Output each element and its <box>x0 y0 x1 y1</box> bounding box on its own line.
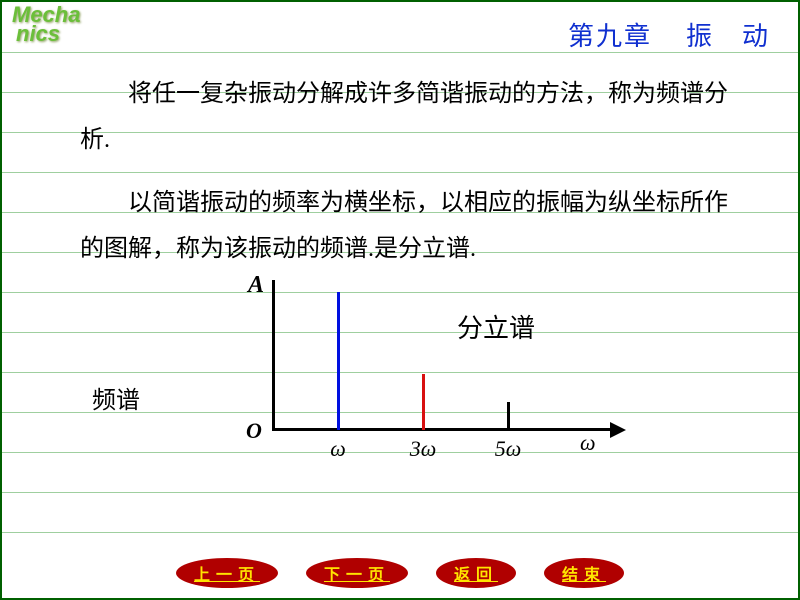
chapter-title-1: 振 <box>686 22 714 51</box>
x-axis-arrow-icon <box>610 422 626 438</box>
chapter-heading: 第九章 振动 <box>568 16 770 53</box>
next-label: 下一页 <box>324 567 390 584</box>
x-axis-label: ω <box>580 430 596 456</box>
prev-label: 上一页 <box>194 567 260 584</box>
x-axis <box>272 428 612 431</box>
spectrum-bar <box>337 292 340 430</box>
x-tick-label: 3ω <box>410 436 437 462</box>
x-tick-label: 5ω <box>495 436 522 462</box>
logo-line2: nics <box>16 25 80 44</box>
chapter-prefix: 第九章 <box>568 22 652 51</box>
spectrum-chart: A O ω ω3ω5ω <box>212 280 642 460</box>
back-label: 返回 <box>454 567 498 584</box>
y-axis <box>272 280 275 430</box>
end-label: 结束 <box>562 567 606 584</box>
origin-label: O <box>246 418 262 444</box>
spectrum-bar <box>422 374 425 430</box>
nav-bar: 上一页 下一页 返回 结束 <box>2 558 798 588</box>
chapter-title-2: 动 <box>742 22 770 51</box>
x-tick-label: ω <box>330 436 346 462</box>
next-button[interactable]: 下一页 <box>306 558 408 588</box>
back-button[interactable]: 返回 <box>436 558 516 588</box>
logo: Mecha nics <box>12 6 80 43</box>
end-button[interactable]: 结束 <box>544 558 624 588</box>
body-text: 将任一复杂振动分解成许多简谐振动的方法，称为频谱分析. 以简谐振动的频率为横坐标… <box>80 72 738 290</box>
paragraph-1: 将任一复杂振动分解成许多简谐振动的方法，称为频谱分析. <box>80 72 738 163</box>
spectrum-figure: 频谱 分立谱 A O ω ω3ω5ω <box>72 280 738 490</box>
figure-label-left: 频谱 <box>92 380 140 415</box>
prev-button[interactable]: 上一页 <box>176 558 278 588</box>
paragraph-2: 以简谐振动的频率为横坐标，以相应的振幅为纵坐标所作的图解，称为该振动的频谱.是分… <box>80 181 738 272</box>
y-axis-label: A <box>248 272 264 299</box>
spectrum-bar <box>507 402 510 430</box>
